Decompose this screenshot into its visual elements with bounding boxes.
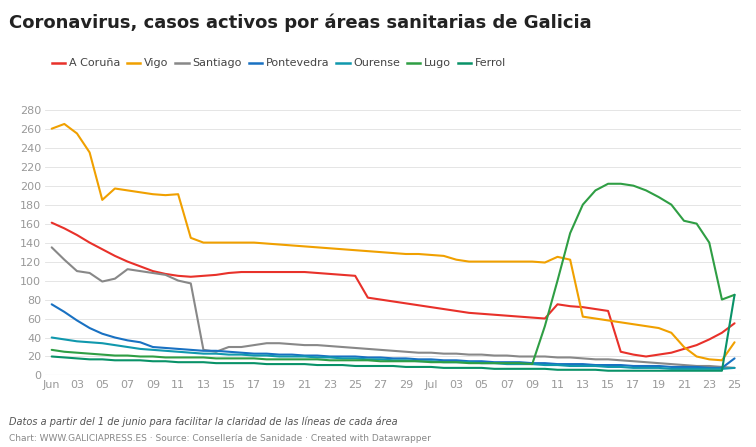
Line: Ferrol: Ferrol bbox=[51, 295, 735, 371]
Vigo bbox=[60, 121, 69, 127]
Line: Ourense: Ourense bbox=[51, 337, 735, 369]
Line: Lugo: Lugo bbox=[51, 184, 735, 364]
Lugo bbox=[47, 347, 56, 353]
Line: Pontevedra: Pontevedra bbox=[51, 304, 735, 368]
A Coruña bbox=[667, 350, 676, 355]
Lugo bbox=[680, 218, 689, 224]
Ourense bbox=[212, 351, 221, 356]
Santiago bbox=[654, 360, 663, 366]
Ourense bbox=[730, 365, 739, 371]
Vigo bbox=[135, 190, 144, 195]
Pontevedra bbox=[174, 346, 183, 352]
Lugo bbox=[212, 356, 221, 361]
Ferrol bbox=[730, 292, 739, 298]
A Coruña bbox=[47, 220, 56, 225]
Text: Coronavirus, casos activos por áreas sanitarias de Galicia: Coronavirus, casos activos por áreas san… bbox=[9, 13, 592, 32]
Santiago bbox=[174, 278, 183, 283]
Ferrol bbox=[603, 368, 612, 373]
Line: Vigo: Vigo bbox=[51, 124, 735, 360]
Text: Datos a partir del 1 de junio para facilitar la claridad de las líneas de cada á: Datos a partir del 1 de junio para facil… bbox=[9, 417, 398, 427]
Ourense bbox=[174, 349, 183, 354]
Pontevedra bbox=[730, 356, 739, 361]
Lugo bbox=[528, 362, 537, 367]
Vigo bbox=[717, 358, 727, 363]
Vigo bbox=[313, 245, 322, 250]
Ourense bbox=[667, 366, 676, 371]
Vigo bbox=[667, 330, 676, 335]
Santiago bbox=[300, 342, 309, 348]
Line: A Coruña: A Coruña bbox=[51, 223, 735, 357]
Ferrol bbox=[212, 360, 221, 366]
Vigo bbox=[705, 357, 714, 362]
Ferrol bbox=[717, 368, 727, 373]
Pontevedra bbox=[705, 365, 714, 371]
Lugo bbox=[717, 297, 727, 302]
A Coruña bbox=[174, 273, 183, 278]
Vigo bbox=[186, 235, 195, 240]
Legend: A Coruña, Vigo, Santiago, Pontevedra, Ourense, Lugo, Ferrol: A Coruña, Vigo, Santiago, Pontevedra, Ou… bbox=[48, 54, 511, 73]
A Coruña bbox=[212, 272, 221, 278]
Lugo bbox=[730, 292, 739, 298]
Santiago bbox=[123, 266, 132, 272]
Vigo bbox=[47, 126, 56, 131]
Vigo bbox=[730, 340, 739, 345]
Lugo bbox=[123, 353, 132, 358]
Text: Chart: WWW.GALICIAPRESS.ES · Source: Consellería de Sanidade · Created with Data: Chart: WWW.GALICIAPRESS.ES · Source: Con… bbox=[9, 434, 431, 443]
Ourense bbox=[47, 335, 56, 340]
Vigo bbox=[225, 240, 234, 245]
Santiago bbox=[212, 349, 221, 354]
Pontevedra bbox=[123, 337, 132, 343]
Ferrol bbox=[174, 359, 183, 365]
Pontevedra bbox=[300, 353, 309, 358]
Pontevedra bbox=[47, 302, 56, 307]
A Coruña bbox=[123, 259, 132, 264]
A Coruña bbox=[730, 320, 739, 326]
A Coruña bbox=[717, 330, 727, 335]
Ourense bbox=[717, 366, 727, 371]
Santiago bbox=[47, 245, 56, 250]
Lugo bbox=[300, 357, 309, 362]
Line: Santiago: Santiago bbox=[51, 247, 735, 368]
Ferrol bbox=[300, 362, 309, 367]
Ourense bbox=[654, 365, 663, 371]
Ourense bbox=[300, 354, 309, 359]
Pontevedra bbox=[212, 348, 221, 354]
Santiago bbox=[717, 364, 727, 370]
Pontevedra bbox=[717, 365, 727, 371]
Lugo bbox=[603, 181, 612, 186]
Ferrol bbox=[47, 354, 56, 359]
Ferrol bbox=[123, 358, 132, 363]
Santiago bbox=[730, 365, 739, 371]
Ferrol bbox=[667, 368, 676, 373]
Lugo bbox=[174, 355, 183, 360]
A Coruña bbox=[642, 354, 651, 359]
Pontevedra bbox=[654, 363, 663, 369]
Ourense bbox=[123, 344, 132, 350]
A Coruña bbox=[300, 270, 309, 275]
